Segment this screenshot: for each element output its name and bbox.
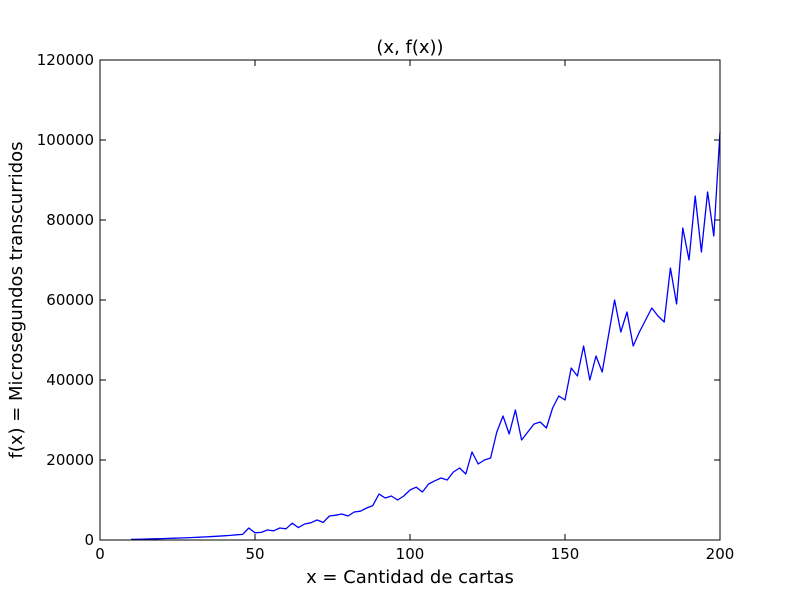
y-tick-label: 40000 [46,371,94,389]
x-tick-label: 50 [245,545,264,563]
y-tick-label: 100000 [37,131,94,149]
x-tick-label: 200 [706,545,735,563]
chart-title: (x, f(x)) [376,37,443,58]
data-layer [130,131,721,541]
x-tick-label: 0 [95,545,105,563]
y-tick-label: 0 [84,531,94,549]
y-tick-label: 20000 [46,451,94,469]
y-tick-label: 80000 [46,211,94,229]
plot-area-frame [99,59,721,541]
x-tick-label: 100 [396,545,425,563]
x-tick-label: 150 [551,545,580,563]
series-line [130,131,721,541]
ticks-layer: 0 50 100 150 200 0 20000 40000 60000 80000 100000 1… [37,51,735,563]
x-axis-label: x = Cantidad de cartas [306,567,514,588]
y-tick-label: 60000 [46,291,94,309]
y-axis-label: f(x) = Microsegundos transcurridos [6,141,27,458]
y-tick-label: 120000 [37,51,94,69]
